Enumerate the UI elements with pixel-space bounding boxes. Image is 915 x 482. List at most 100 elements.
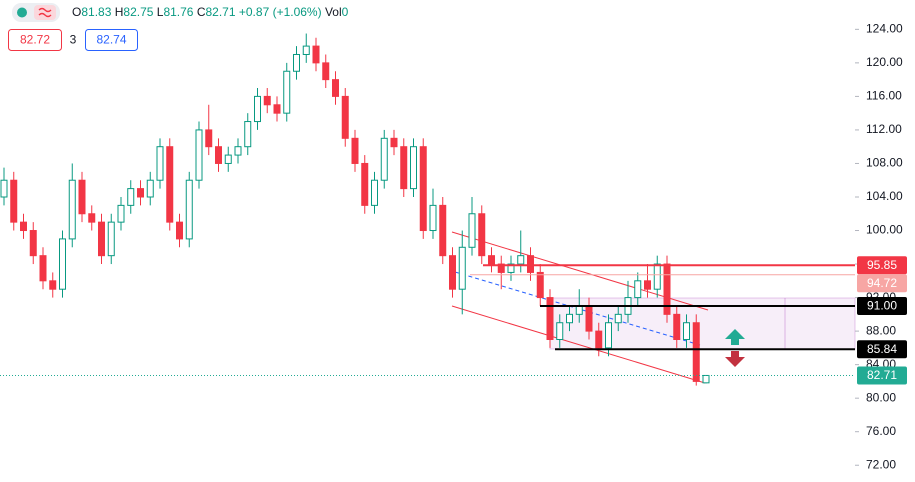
sell-button[interactable] xyxy=(8,29,62,51)
header: O81.83 H82.75 L81.76 C82.71 +0.87 (+1.06… xyxy=(8,3,349,51)
candle-body xyxy=(341,95,349,139)
candle-body xyxy=(0,179,8,198)
candle-body xyxy=(429,204,437,232)
wave-icon[interactable] xyxy=(34,5,56,20)
candle-body xyxy=(322,62,330,81)
legend: O81.83 H82.75 L81.76 C82.71 +0.87 (+1.06… xyxy=(72,5,349,19)
candle-body xyxy=(673,313,681,340)
arrow-up xyxy=(725,329,745,345)
candle-body xyxy=(254,95,261,123)
candle-body xyxy=(332,79,339,97)
candle-body xyxy=(683,322,690,340)
candle-body xyxy=(176,221,183,240)
candle-body xyxy=(556,322,564,340)
candle-body xyxy=(273,104,281,114)
candle-body xyxy=(517,255,525,265)
price-label-box xyxy=(857,296,907,315)
high: 82.75 xyxy=(123,5,153,19)
arrow-down xyxy=(725,351,745,367)
open: 81.83 xyxy=(81,5,111,19)
candle-body xyxy=(468,213,476,248)
candle-body xyxy=(458,246,466,290)
candle-body xyxy=(419,146,427,232)
wave-glyph xyxy=(38,7,52,18)
candle-body xyxy=(224,154,232,164)
candle-body xyxy=(146,179,154,198)
price-label: 91.00 xyxy=(867,299,897,313)
candle-body xyxy=(380,137,388,181)
candle-body xyxy=(575,305,583,315)
spread: 3 xyxy=(70,33,77,47)
low-label: L xyxy=(157,5,164,19)
candle-body xyxy=(585,305,593,332)
candle-body xyxy=(439,204,447,257)
candle-body xyxy=(390,137,398,148)
candle-body xyxy=(410,146,417,190)
candle-body xyxy=(98,221,105,257)
y-tick-label: 88.00 xyxy=(866,323,896,337)
candle-body xyxy=(205,129,213,148)
y-tick-label: 120.00 xyxy=(866,55,903,69)
high-label: H xyxy=(115,5,124,19)
candle-body xyxy=(605,322,612,349)
candle-body xyxy=(156,146,164,181)
y-tick-label: 104.00 xyxy=(866,189,903,203)
candle-body xyxy=(29,230,37,257)
candle-body xyxy=(351,137,359,164)
candle-body xyxy=(107,221,115,257)
last-price-box xyxy=(857,366,907,385)
y-tick-label: 108.00 xyxy=(866,156,903,170)
candle-body xyxy=(536,271,544,299)
candle-body xyxy=(595,330,603,349)
price-label-box xyxy=(857,256,907,275)
candle-body xyxy=(302,45,310,55)
status-dot xyxy=(17,7,27,18)
candle-body xyxy=(546,297,554,340)
candles xyxy=(0,33,710,386)
candle-body xyxy=(88,213,96,223)
candle-body xyxy=(507,263,515,273)
candle-body xyxy=(527,255,534,273)
candle-body xyxy=(497,263,505,273)
price-label: 85.84 xyxy=(867,342,897,356)
price-label: 95.85 xyxy=(867,258,897,272)
candle-body xyxy=(78,179,86,215)
price-axis: 72.0076.0080.0084.0088.0092.0096.00100.0… xyxy=(855,22,907,471)
sell-price: 82.72 xyxy=(20,33,50,47)
volume: 0 xyxy=(342,5,349,19)
candle-body xyxy=(644,280,651,290)
candle-body xyxy=(137,188,144,198)
candle-body xyxy=(449,255,456,290)
candle-body xyxy=(49,280,57,290)
price-label-box xyxy=(857,340,907,359)
y-tick-label: 76.00 xyxy=(866,424,896,438)
buy-button[interactable] xyxy=(85,29,138,51)
candle-body xyxy=(692,322,700,382)
candle-body xyxy=(371,179,378,206)
candle-body xyxy=(361,162,369,206)
candle-body xyxy=(215,146,222,164)
candle-body xyxy=(488,255,495,265)
candle-body xyxy=(234,146,242,156)
overlay xyxy=(0,264,855,376)
buy-price: 82.74 xyxy=(96,33,126,47)
candle-body xyxy=(663,263,671,315)
candle-body xyxy=(20,221,27,232)
y-tick-label: 116.00 xyxy=(866,89,902,103)
candle-body xyxy=(244,121,252,148)
y-tick-label: 124.00 xyxy=(866,22,903,36)
change: +0.87 (+1.06%) xyxy=(239,5,322,19)
close: 82.71 xyxy=(206,5,236,19)
price-label: 94.72 xyxy=(867,276,897,290)
volume-label: Vol xyxy=(325,5,342,19)
candle-body xyxy=(68,179,76,240)
candle-body xyxy=(10,179,18,223)
low: 81.76 xyxy=(163,5,193,19)
candle-body xyxy=(293,53,300,72)
candle-body xyxy=(59,238,66,290)
candle-body xyxy=(614,313,622,324)
candle-body xyxy=(117,204,125,223)
candle-body xyxy=(39,255,47,282)
candle-body xyxy=(195,129,203,181)
